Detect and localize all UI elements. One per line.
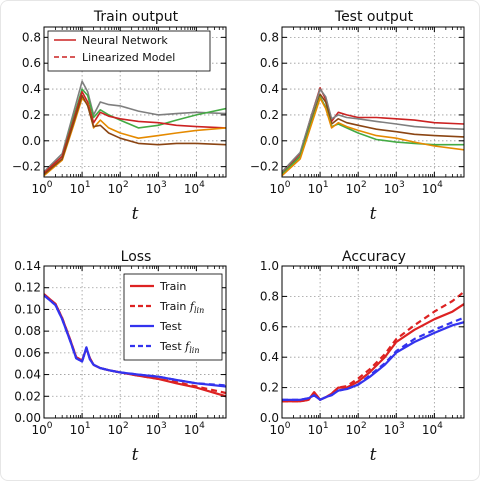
y-tick-label: 0.4	[22, 82, 41, 96]
train-output-title: Train output	[93, 9, 179, 25]
train-output-xlabel: t	[132, 204, 139, 224]
plot-frame	[281, 26, 465, 178]
y-tick-label: 0.10	[14, 302, 41, 316]
y-tick-label: 0.2	[260, 108, 279, 122]
y-tick-label: 0.4	[260, 82, 279, 96]
accuracy-title: Accuracy	[342, 249, 406, 265]
test-output-title: Test output	[334, 9, 414, 25]
series-line-1	[282, 88, 464, 173]
loss-title: Loss	[121, 249, 152, 265]
series-line-train-f-lin	[44, 293, 226, 395]
x-tick-label: 101	[308, 421, 329, 437]
accuracy-xlabel: t	[370, 445, 377, 465]
x-tick-label: 101	[70, 180, 91, 196]
x-tick-label: 104	[184, 421, 205, 437]
x-tick-label: 101	[70, 421, 91, 437]
y-tick-label: 0.0	[260, 411, 279, 425]
test-output-panel: Test output t 100 101 102 103 104 −0.2 0.0 0.2 0…	[250, 9, 465, 224]
legend-label: Test	[159, 320, 182, 333]
legend-label: Neural Network	[82, 34, 168, 47]
x-tick-label: 100	[31, 180, 52, 196]
x-tick-label: 102	[346, 180, 367, 196]
series-line-2	[44, 90, 226, 174]
series-line-4	[282, 97, 464, 177]
y-tick-label: 0.14	[14, 259, 41, 273]
x-tick-label: 104	[422, 180, 443, 196]
y-tick-label: 0.04	[14, 368, 41, 382]
y-tick-label: 0.0	[260, 134, 279, 148]
accuracy-panel: Accuracy t 100 101 102 103 104 0.0 0.2 0.4 0.6 0.…	[260, 249, 465, 465]
x-tick-label: 100	[31, 421, 52, 437]
series-line-train-f-lin	[282, 290, 464, 403]
series-line-4	[44, 94, 226, 176]
y-tick-label: 0.8	[260, 289, 279, 303]
y-tick-label: 0.12	[14, 281, 41, 295]
plot-frame	[281, 265, 465, 419]
x-tick-label: 103	[384, 180, 405, 196]
y-tick-label: 0.6	[260, 56, 279, 70]
x-tick-label: 104	[422, 421, 443, 437]
y-tick-label: 0.2	[260, 381, 279, 395]
plot-frame	[43, 26, 227, 178]
x-tick-label: 101	[308, 180, 329, 196]
y-tick-label: 0.2	[22, 108, 41, 122]
series-line-test-f-lin	[44, 294, 226, 387]
loss-panel: Loss t 100 101 102 103 104 0.00 0.02 0.04 0.06 0.…	[14, 249, 227, 465]
plot-area	[282, 266, 464, 418]
y-tick-label: 0.4	[260, 350, 279, 364]
legend-label: Linearized Model	[82, 51, 175, 64]
y-tick-label: 1.0	[260, 259, 279, 273]
y-tick-label: 0.06	[14, 346, 41, 360]
x-tick-label: 102	[108, 180, 129, 196]
x-tick-label: 100	[269, 180, 290, 196]
y-tick-label: 0.8	[260, 30, 279, 44]
loss-xlabel: t	[132, 445, 139, 465]
x-tick-label: 100	[269, 421, 290, 437]
test-output-xlabel: t	[370, 204, 377, 224]
train-output-panel: Train output t 100 101 102 103 104 −0.2 0.0 0.2…	[12, 9, 227, 224]
plot-frame	[43, 265, 227, 419]
x-tick-label: 102	[108, 421, 129, 437]
legend-label: Train flin	[159, 300, 204, 315]
y-tick-label: 0.6	[22, 56, 41, 70]
y-tick-label: 0.08	[14, 324, 41, 338]
y-tick-label: −0.2	[250, 160, 279, 174]
x-tick-label: 104	[184, 180, 205, 196]
y-tick-label: 0.8	[22, 30, 41, 44]
y-tick-label: 0.6	[260, 320, 279, 334]
x-tick-label: 103	[146, 180, 167, 196]
series-line-0	[44, 80, 226, 173]
x-tick-label: 103	[384, 421, 405, 437]
plot-area	[282, 27, 464, 177]
legend-box	[47, 30, 211, 72]
y-tick-label: −0.2	[12, 160, 41, 174]
y-tick-label: 0.0	[22, 134, 41, 148]
series-line-test-f-lin	[282, 316, 464, 401]
legend-label: Test flin	[159, 340, 200, 355]
x-tick-label: 102	[346, 421, 367, 437]
x-tick-label: 103	[146, 421, 167, 437]
y-tick-label: 0.00	[14, 411, 41, 425]
y-tick-label: 0.02	[14, 389, 41, 403]
legend-label: Train	[159, 280, 186, 293]
